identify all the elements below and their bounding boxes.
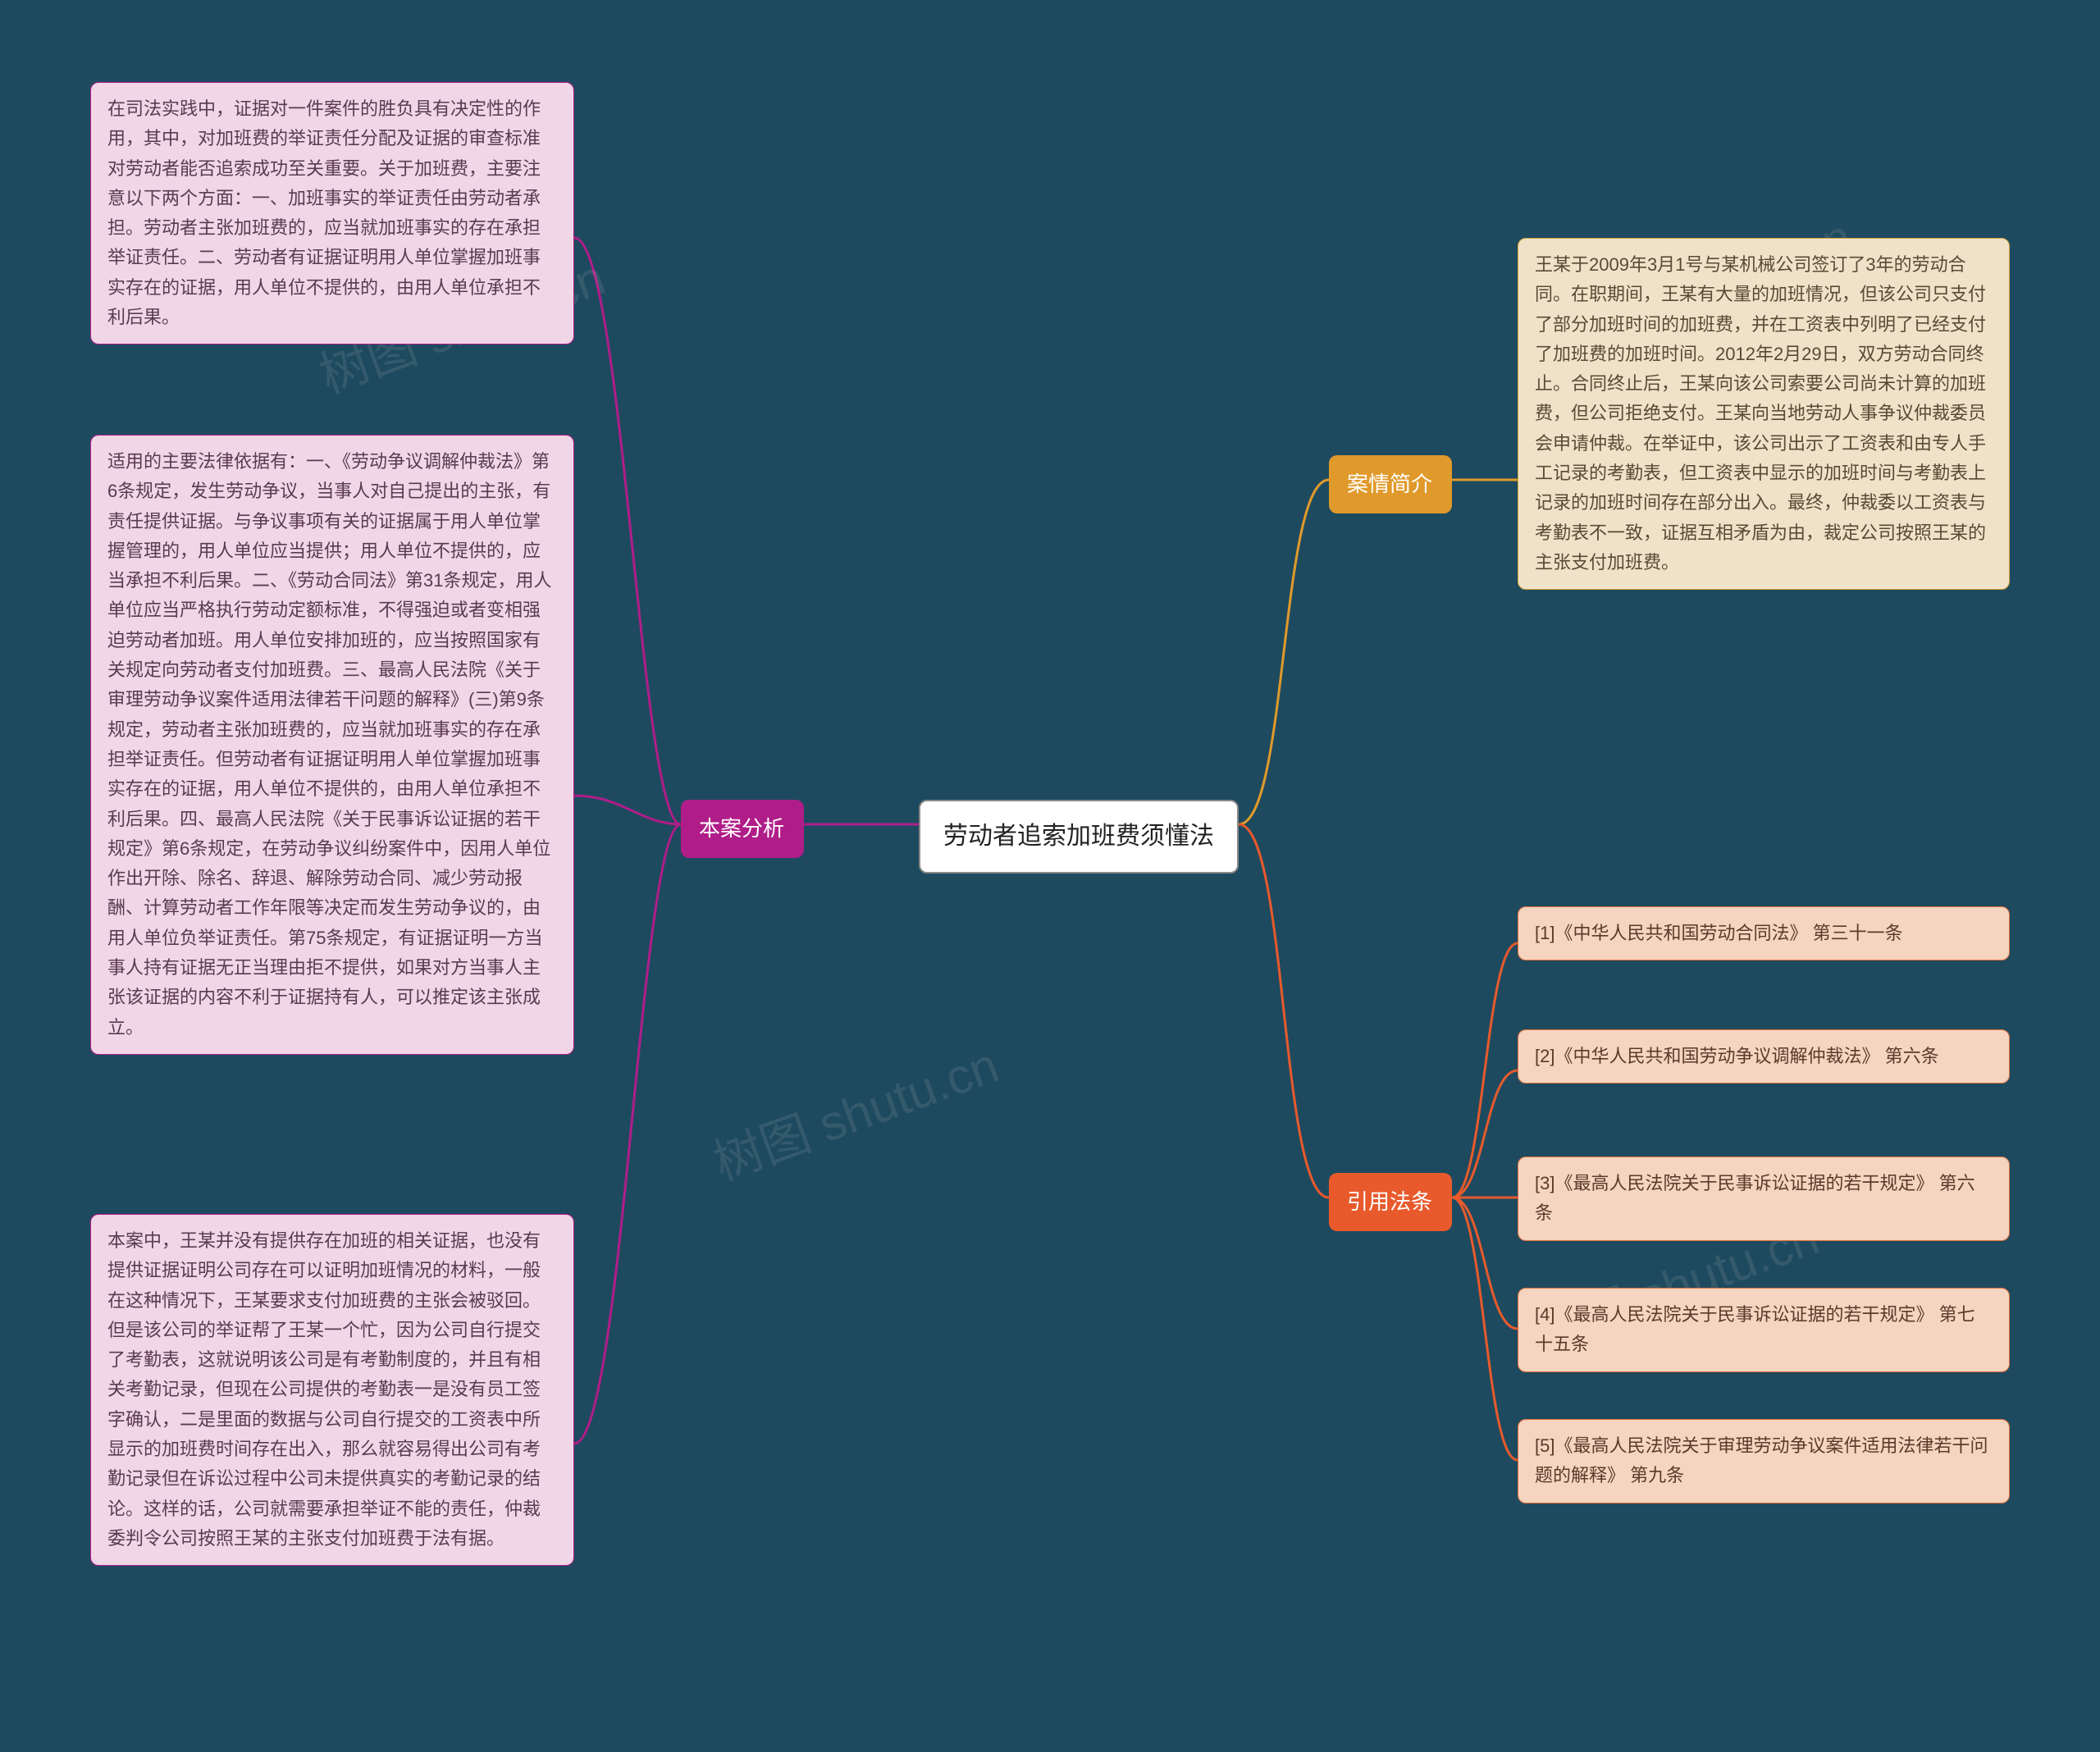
branch-case: 案情简介 [1329, 455, 1452, 513]
cite-leaf-4: [4]《最高人民法院关于民事诉讼证据的若干规定》 第七十五条 [1518, 1288, 2010, 1372]
watermark: 树图 shutu.cn [702, 1025, 1007, 1194]
analysis-leaf-2: 适用的主要法律依据有：一、《劳动争议调解仲裁法》第6条规定，发生劳动争议，当事人… [90, 435, 574, 1055]
cite-leaf-1: [1]《中华人民共和国劳动合同法》 第三十一条 [1518, 906, 2010, 960]
branch-analysis: 本案分析 [681, 800, 804, 858]
case-leaf-1: 王某于2009年3月1号与某机械公司签订了3年的劳动合同。在职期间，王某有大量的… [1518, 238, 2010, 590]
cite-leaf-2: [2]《中华人民共和国劳动争议调解仲裁法》 第六条 [1518, 1029, 2010, 1084]
cite-leaf-3: [3]《最高人民法院关于民事诉讼证据的若干规定》 第六条 [1518, 1157, 2010, 1241]
analysis-leaf-1: 在司法实践中，证据对一件案件的胜负具有决定性的作用，其中，对加班费的举证责任分配… [90, 82, 574, 344]
analysis-leaf-3: 本案中，王某并没有提供存在加班的相关证据，也没有提供证据证明公司存在可以证明加班… [90, 1214, 574, 1566]
cite-leaf-5: [5]《最高人民法院关于审理劳动争议案件适用法律若干问题的解释》 第九条 [1518, 1419, 2010, 1503]
center-node: 劳动者追索加班费须懂法 [919, 800, 1239, 874]
branch-cite: 引用法条 [1329, 1173, 1452, 1231]
